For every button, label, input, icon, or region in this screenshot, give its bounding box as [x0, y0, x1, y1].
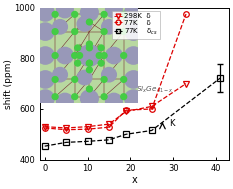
- Text: K: K: [169, 119, 174, 128]
- Y-axis label: shift (ppm): shift (ppm): [4, 59, 13, 108]
- Legend: 298K  δ, 77K    δ, 77K    δ$_{cs}$: 298K δ, 77K δ, 77K δ$_{cs}$: [112, 11, 160, 39]
- X-axis label: x: x: [132, 175, 137, 185]
- Text: Ba$_8$Cu$_5$Si$_x$Ge$_{41-x}$: Ba$_8$Cu$_5$Si$_x$Ge$_{41-x}$: [110, 85, 174, 95]
